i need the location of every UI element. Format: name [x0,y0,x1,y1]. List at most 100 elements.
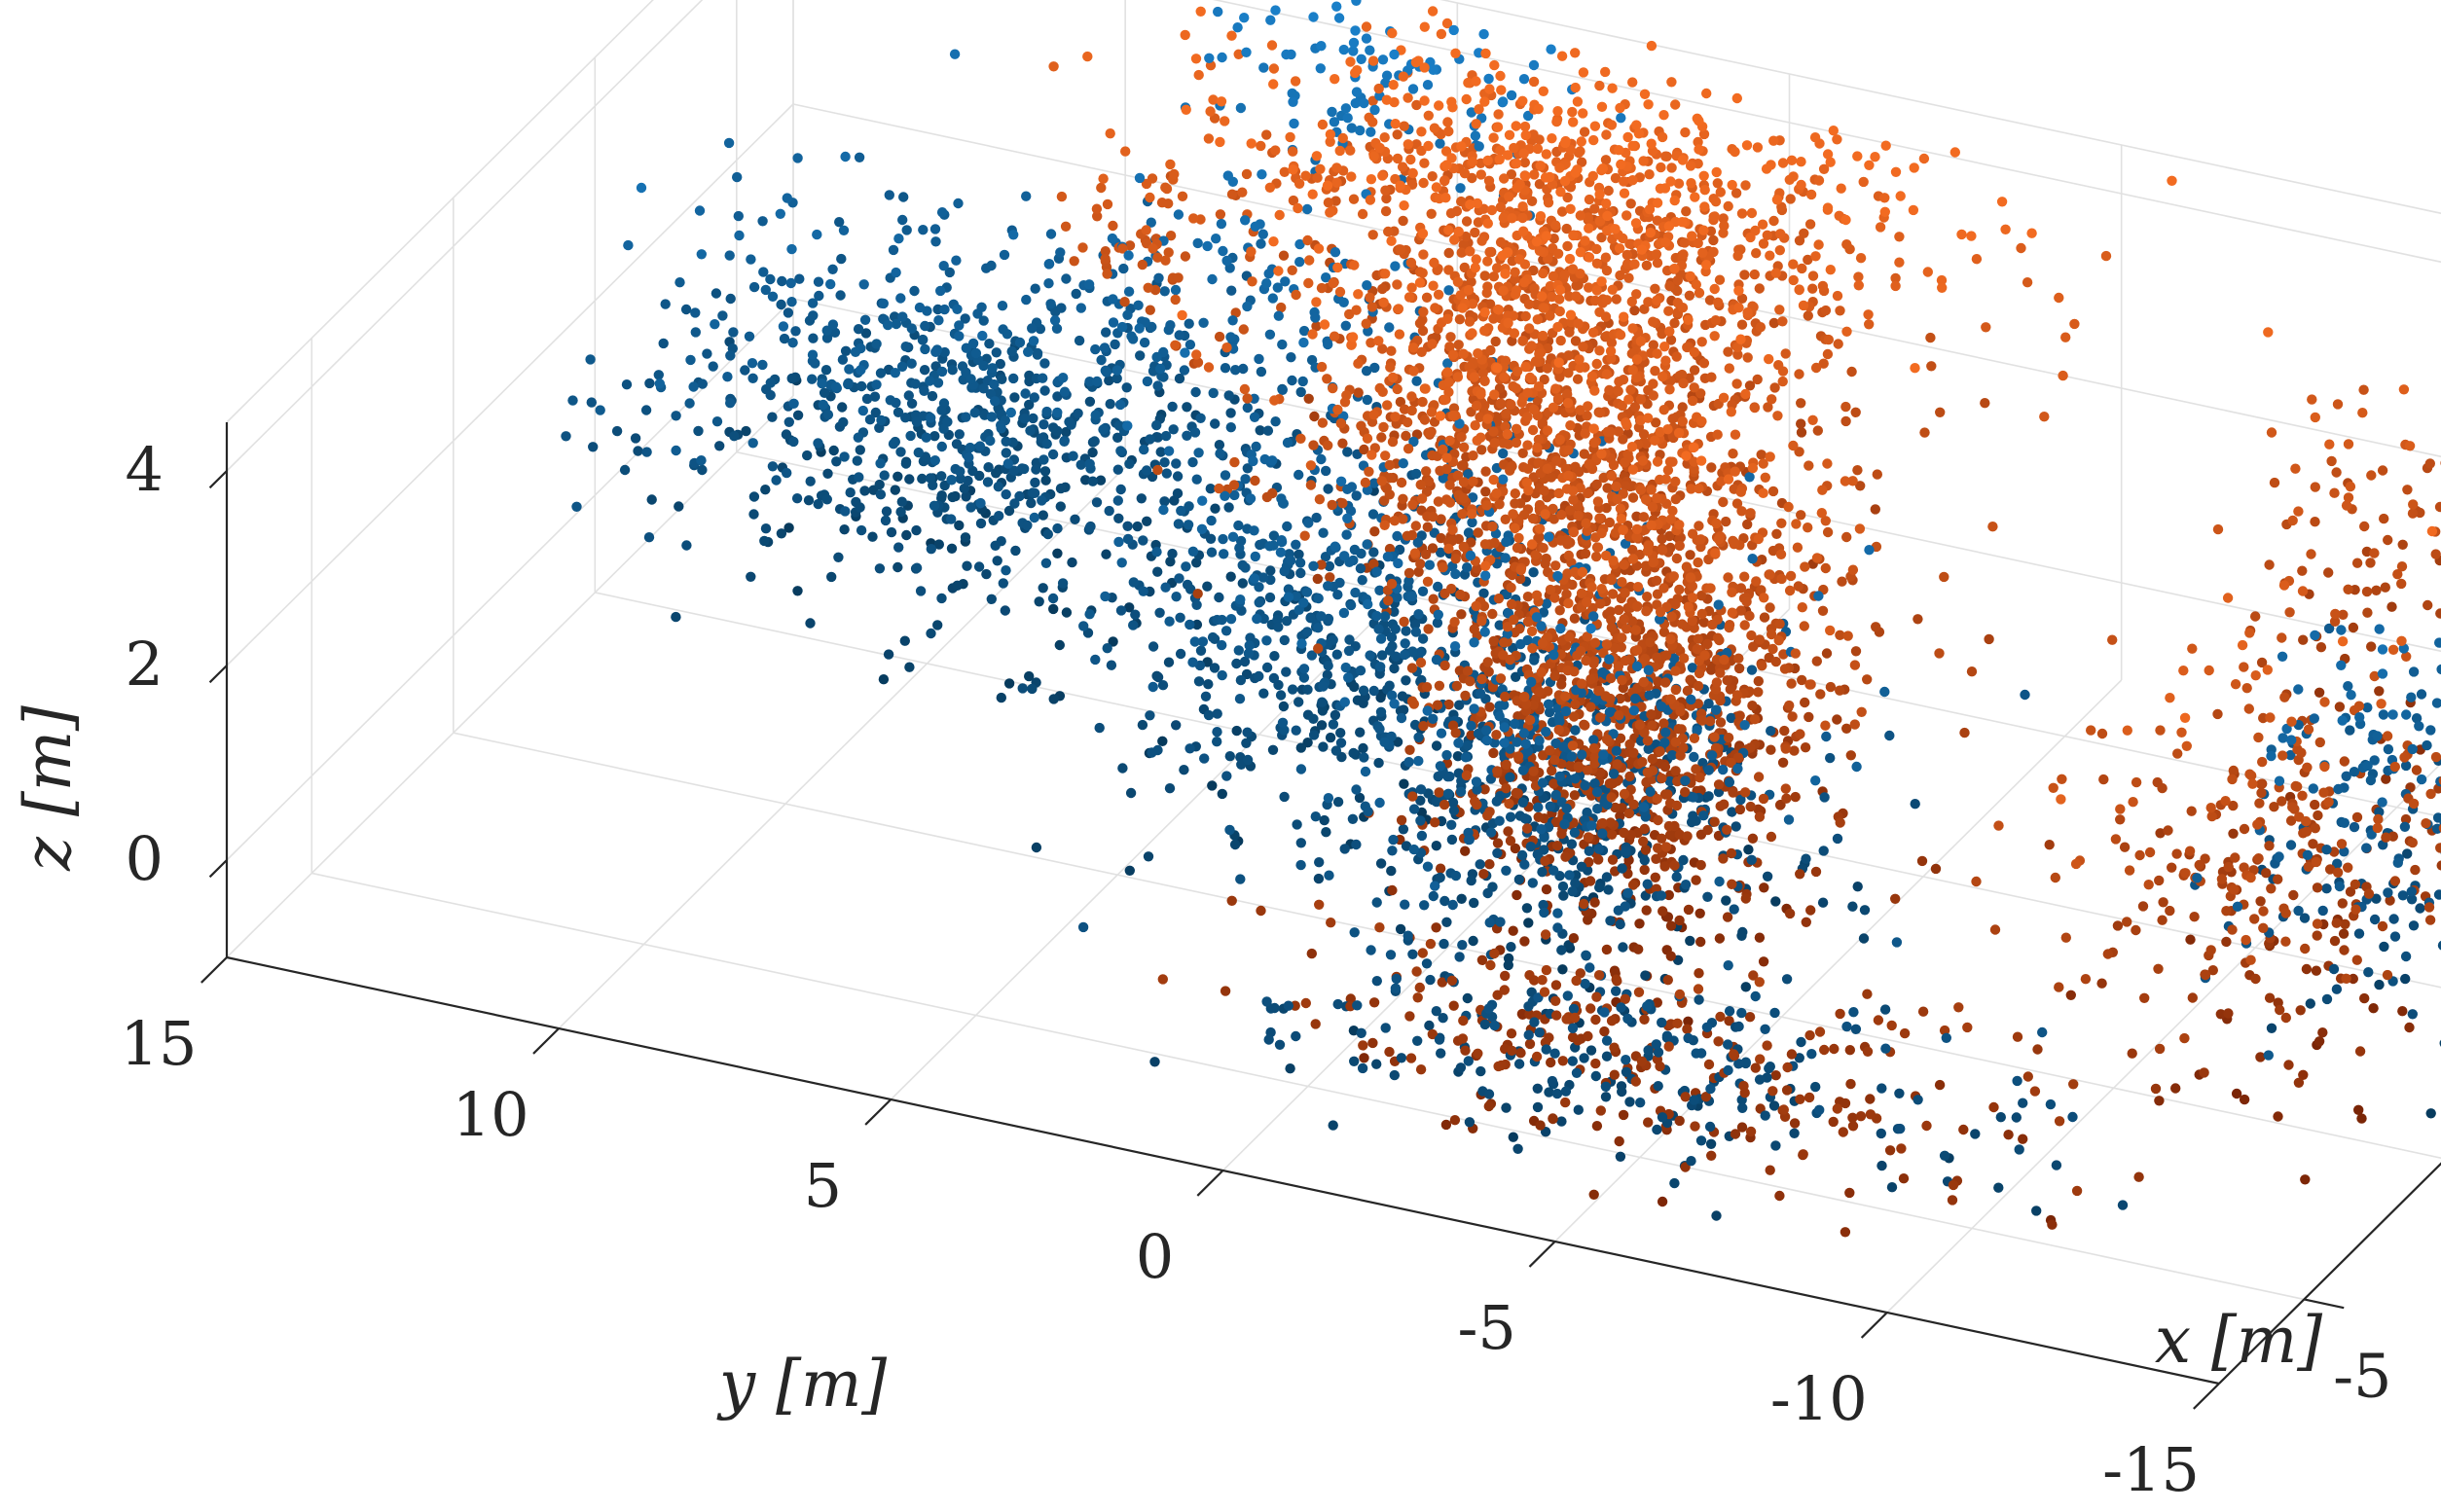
point [1333,13,1345,23]
point [1270,5,1281,16]
point [1538,86,1549,97]
point [1767,394,1777,405]
point [1818,358,1829,369]
point [1025,425,1036,436]
point [1728,449,1738,459]
point [1128,620,1139,630]
point [1672,285,1683,297]
point [1303,518,1314,528]
point [1213,6,1223,18]
point [1556,206,1568,217]
point [1607,284,1619,295]
point [871,379,882,390]
point [782,193,792,203]
point [1445,332,1456,342]
point [1559,137,1571,149]
point [1683,314,1694,325]
point [1427,171,1438,182]
point [1017,683,1028,694]
point [1803,711,1814,723]
point [997,374,1007,384]
point [1031,842,1042,853]
point [2404,441,2416,451]
point [1673,427,1685,439]
point [1630,218,1642,229]
point [748,509,759,520]
point [1643,413,1654,423]
point [1389,606,1400,617]
point [1250,475,1260,486]
point [1386,865,1397,877]
point [1459,262,1471,273]
point [2167,175,2177,186]
point [1481,500,1492,511]
point [1689,365,1700,376]
point [2212,523,2224,535]
point [1214,440,1225,450]
point [1366,450,1377,460]
point [1601,369,1613,379]
point [1956,229,1967,240]
point [1733,285,1744,296]
point [1505,772,1515,782]
point [1231,658,1242,669]
point [879,470,890,481]
point [1395,396,1406,408]
point [1456,609,1467,620]
point [1575,269,1585,279]
point [1685,270,1695,282]
point [1583,212,1593,223]
point [1573,318,1584,329]
point [1433,289,1444,300]
point [1682,342,1693,353]
point [1112,432,1123,443]
point [690,307,701,318]
point [1486,204,1498,216]
point [1265,15,1276,25]
point [828,445,839,456]
point [1217,52,1227,63]
point [1841,239,1852,250]
point [1463,77,1474,89]
point [1600,252,1612,263]
point [1258,688,1269,699]
point [856,524,867,536]
point [1293,202,1303,214]
point [1870,152,1880,162]
point [1518,74,1530,85]
point [1233,645,1245,656]
point [1518,277,1530,288]
point [985,435,996,447]
point [954,429,965,440]
point [1809,132,1821,143]
point [1747,701,1758,711]
point [1293,549,1304,559]
point [1350,587,1361,598]
point [1174,330,1184,341]
point [1154,607,1165,618]
point [1542,463,1553,474]
point [1048,603,1059,615]
point [1257,169,1267,180]
point [1467,299,1478,309]
point [1315,63,1327,74]
point [1191,349,1202,360]
point [1317,705,1329,716]
point [1330,745,1342,756]
point [1479,539,1491,550]
point [1451,680,1463,692]
point [1660,151,1671,162]
point [1038,373,1048,383]
point [1392,279,1403,290]
point [1746,207,1758,219]
point [1381,193,1392,204]
point [694,205,706,216]
point [1313,593,1324,604]
point [1268,672,1280,684]
grid-left-top [226,0,654,423]
point [746,571,756,582]
point [1615,270,1625,281]
point [1645,227,1657,238]
point [1400,638,1410,649]
point [1009,498,1020,509]
